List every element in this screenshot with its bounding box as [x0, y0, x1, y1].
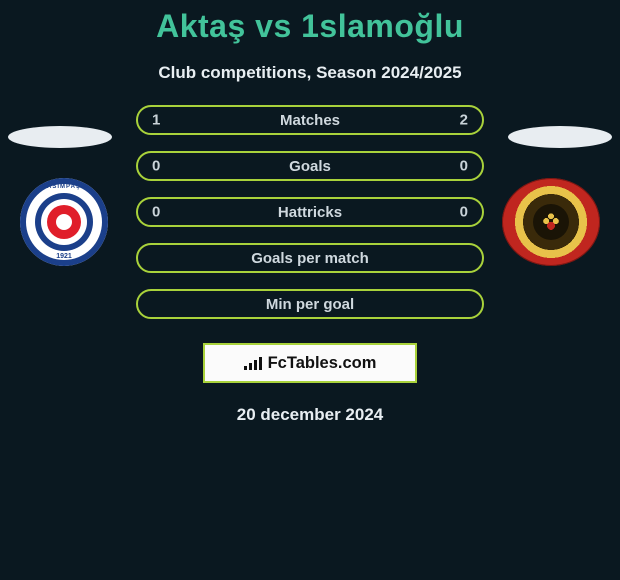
crest-left-top-text: KASIMPAŞA: [20, 184, 108, 190]
stat-label: Goals per match: [251, 250, 369, 267]
stat-label: Min per goal: [266, 296, 354, 313]
stat-left-value: 1: [152, 112, 160, 129]
stat-row: 1 Matches 2: [136, 105, 484, 135]
stat-row: Goals per match: [136, 243, 484, 273]
stats-list: 1 Matches 2 0 Goals 0 0 Hattricks 0 Goal…: [136, 105, 484, 319]
kasimpasa-crest-icon: KASIMPAŞA 1921: [20, 178, 108, 266]
subtitle: Club competitions, Season 2024/2025: [158, 63, 461, 83]
stat-label: Hattricks: [278, 204, 342, 221]
stat-left-value: 0: [152, 158, 160, 175]
footer-date: 20 december 2024: [237, 405, 384, 425]
stat-right-value: 0: [460, 204, 468, 221]
comparison-card: Aktaş vs 1slamoğlu Club competitions, Se…: [0, 0, 620, 580]
club-crest-left: KASIMPAŞA 1921: [20, 178, 118, 266]
stat-row: Min per goal: [136, 289, 484, 319]
page-title: Aktaş vs 1slamoğlu: [156, 8, 464, 45]
site-logo-box[interactable]: FcTables.com: [203, 343, 417, 383]
stat-right-value: 0: [460, 158, 468, 175]
stat-right-value: 2: [460, 112, 468, 129]
stat-row: 0 Goals 0: [136, 151, 484, 181]
player-silhouette-right: [508, 126, 612, 148]
stat-left-value: 0: [152, 204, 160, 221]
stat-row: 0 Hattricks 0: [136, 197, 484, 227]
club-crest-right: [502, 178, 600, 266]
stat-label: Matches: [280, 112, 340, 129]
bars-icon: [244, 356, 262, 370]
player-silhouette-left: [8, 126, 112, 148]
stat-label: Goals: [289, 158, 331, 175]
genclerbirligi-crest-icon: [502, 178, 600, 266]
crest-left-bottom-text: 1921: [20, 253, 108, 260]
site-logo-text: FcTables.com: [268, 354, 377, 373]
